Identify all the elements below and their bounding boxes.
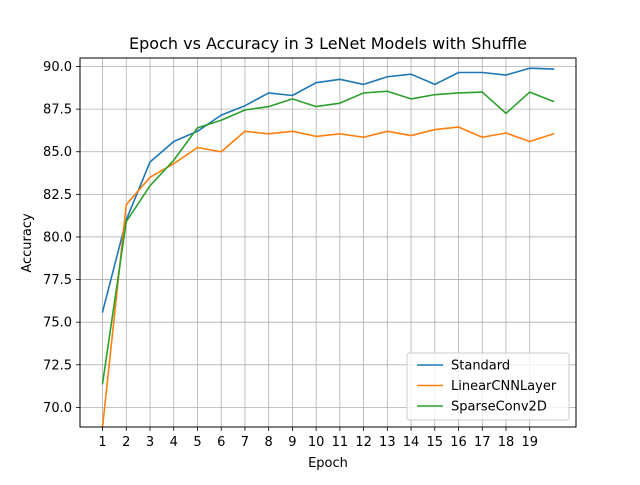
x-tick-label: 17: [474, 435, 491, 450]
x-tick-label: 6: [217, 435, 225, 450]
y-tick-label: 72.5: [43, 358, 72, 373]
series-line-linearcnnlayer: [101, 126, 555, 428]
x-tick-label: 3: [146, 435, 154, 450]
y-tick-label: 75.0: [43, 316, 72, 331]
x-tick-label: 2: [122, 435, 130, 450]
x-tick-label: 4: [170, 435, 178, 450]
x-tick-label: 19: [521, 435, 538, 450]
legend-box: [406, 352, 570, 421]
x-tick-label: 1: [98, 435, 106, 450]
x-tick-label: 9: [288, 435, 296, 450]
series-lines: [101, 67, 555, 428]
x-tick-label: 16: [450, 435, 467, 450]
y-tick-label: 77.5: [43, 273, 72, 288]
x-tick-label: 8: [265, 435, 273, 450]
x-tick-label: 10: [308, 435, 325, 450]
y-axis-ticks: 70.0 72.5 75.0 77.5 80.0 82.5 85.0 87.5 90.0: [43, 60, 80, 416]
series-line-standard: [101, 67, 555, 313]
x-tick-label: 5: [193, 435, 201, 450]
legend-label: LinearCNNLayer: [451, 379, 557, 394]
legend-label: Standard: [451, 359, 510, 374]
chart-title: Epoch vs Accuracy in 3 LeNet Models with…: [129, 34, 527, 53]
x-tick-label: 12: [355, 435, 372, 450]
y-tick-label: 85.0: [43, 145, 72, 160]
x-axis-ticks: 1 2 3 4 5 6 7 8 9 10 11 12 13 14 15 16 17 18 19: [98, 427, 538, 450]
y-tick-label: 82.5: [43, 188, 72, 203]
x-tick-label: 15: [427, 435, 444, 450]
legend-label: SparseConv2D: [451, 400, 547, 415]
x-tick-label: 18: [498, 435, 515, 450]
x-tick-label: 14: [403, 435, 420, 450]
x-tick-label: 11: [332, 435, 349, 450]
y-tick-label: 90.0: [43, 60, 72, 75]
legend: Standard LinearCNNLayer SparseConv2D: [406, 352, 570, 421]
x-tick-label: 7: [241, 435, 249, 450]
y-tick-label: 87.5: [43, 103, 72, 118]
y-tick-label: 80.0: [43, 230, 72, 245]
y-axis-label: Accuracy: [20, 213, 35, 273]
x-tick-label: 13: [379, 435, 396, 450]
plot-area-frame: [79, 57, 577, 428]
series-line-sparseconv2d: [101, 90, 555, 385]
x-axis-label: Epoch: [308, 456, 348, 471]
y-tick-label: 70.0: [43, 401, 72, 416]
